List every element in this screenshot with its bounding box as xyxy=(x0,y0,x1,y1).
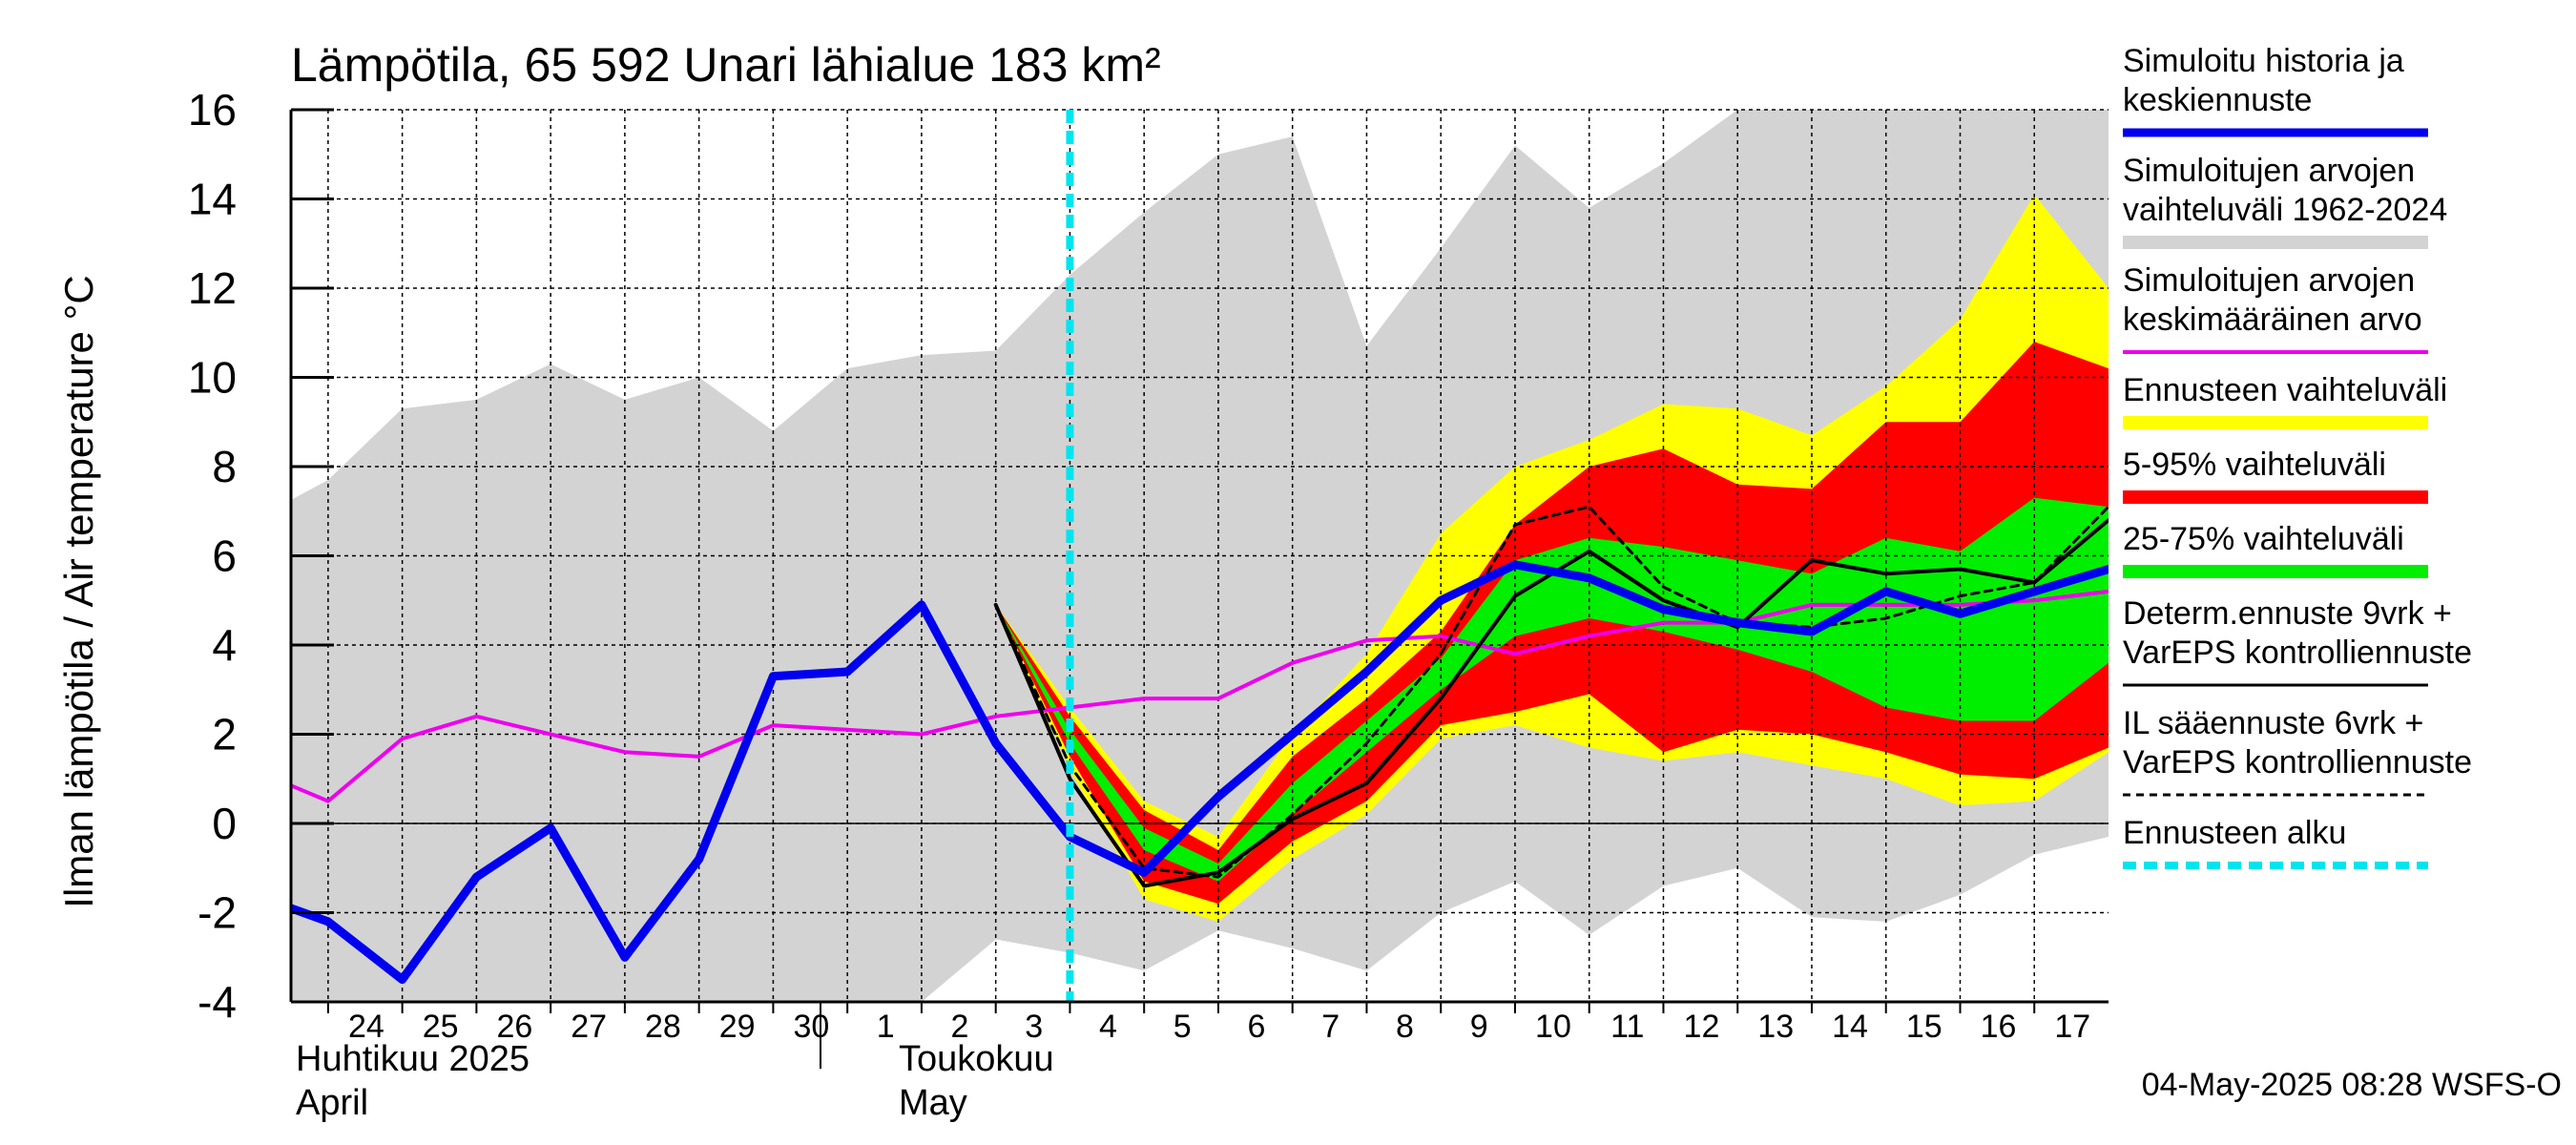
legend-item-6-label-0: Determ.ennuste 9vrk + xyxy=(2123,595,2452,632)
legend-item-1-label-0: Simuloitujen arvojen xyxy=(2123,153,2415,189)
month-label-may-fi: Toukokuu xyxy=(899,1039,1054,1079)
legend-item-7-label-0: IL sääennuste 6vrk + xyxy=(2123,705,2423,741)
x-tick-label-17: 17 xyxy=(2054,1009,2090,1045)
series-il-s-ennuste-6vrk-vareps-kontrolliennuste xyxy=(994,505,2109,879)
month-label-april-fi: Huhtikuu 2025 xyxy=(296,1039,530,1079)
month-label-april-en: April xyxy=(296,1083,368,1123)
x-tick-label-26: 26 xyxy=(496,1009,532,1045)
x-tick-label-10: 10 xyxy=(1535,1009,1571,1045)
x-tick-label-2: 2 xyxy=(950,1009,968,1045)
x-tick-label-27: 27 xyxy=(571,1009,607,1045)
x-axis-ticks: 24 25 26 27 28 29 30 1 2 3 4 5 6 7 8 9 10 11 12 13 14 15 16 17 xyxy=(326,1002,2090,1045)
x-tick-label-24: 24 xyxy=(348,1009,384,1045)
legend-item-1-label-1: vaihteluväli 1962-2024 xyxy=(2123,192,2447,228)
x-tick-label-11: 11 xyxy=(1610,1009,1644,1045)
y-tick-label-10: 10 xyxy=(188,353,237,403)
legend-item-7-label-1: VarEPS kontrolliennuste xyxy=(2123,744,2472,781)
series-simuloitujen-arvojen-keskim-r-inen-arvo xyxy=(291,589,2109,803)
legend-item-0-label-0: Simuloitu historia ja xyxy=(2123,43,2404,79)
y-tick-label--2: -2 xyxy=(197,888,237,938)
x-tick-label-29: 29 xyxy=(719,1009,756,1045)
x-tick-label-16: 16 xyxy=(1981,1009,2017,1045)
x-tick-label-13: 13 xyxy=(1757,1009,1794,1045)
y-tick-label-12: 12 xyxy=(188,263,237,313)
x-tick-label-14: 14 xyxy=(1832,1009,1868,1045)
bands-layer xyxy=(291,110,2109,1002)
x-tick-label-4: 4 xyxy=(1099,1009,1117,1045)
legend-item-6-label-1: VarEPS kontrolliennuste xyxy=(2123,635,2472,671)
y-tick-label-16: 16 xyxy=(188,85,237,135)
y-tick-label-4: 4 xyxy=(212,620,237,670)
legend-item-2-label-1: keskimääräinen arvo xyxy=(2123,302,2422,338)
x-tick-label-3: 3 xyxy=(1025,1009,1043,1045)
x-tick-label-1: 1 xyxy=(877,1009,895,1045)
chart-title: Lämpötila, 65 592 Unari lähialue 183 km² xyxy=(291,38,1161,92)
y-axis-label: Ilman lämpötila / Air temperature °C xyxy=(56,275,101,907)
y-tick-label--4: -4 xyxy=(197,977,237,1027)
x-tick-label-28: 28 xyxy=(645,1009,681,1045)
legend-item-5-label-0: 25-75% vaihteluväli xyxy=(2123,521,2404,557)
legend-item-8-label-0: Ennusteen alku xyxy=(2123,815,2346,851)
legend-item-3-label-0: Ennusteen vaihteluväli xyxy=(2123,372,2447,408)
y-tick-label-8: 8 xyxy=(212,442,237,491)
legend-item-0-label-1: keskiennuste xyxy=(2123,82,2312,118)
band-25-75-vaihteluv-li xyxy=(995,497,2109,882)
y-tick-label-2: 2 xyxy=(212,710,237,760)
y-axis-ticks: -4 -2 0 2 4 6 8 10 12 14 16 xyxy=(188,85,334,1027)
x-tick-label-25: 25 xyxy=(423,1009,459,1045)
x-tick-label-30: 30 xyxy=(793,1009,829,1045)
x-tick-label-6: 6 xyxy=(1247,1009,1265,1045)
y-tick-label-6: 6 xyxy=(212,531,237,581)
legend-item-2-label-0: Simuloitujen arvojen xyxy=(2123,262,2415,299)
x-tick-label-8: 8 xyxy=(1396,1009,1414,1045)
timestamp: 04-May-2025 08:28 WSFS-O xyxy=(2142,1067,2562,1103)
x-tick-label-5: 5 xyxy=(1174,1009,1192,1045)
y-tick-label-14: 14 xyxy=(188,175,237,224)
y-tick-label-0: 0 xyxy=(212,799,237,848)
x-tick-label-7: 7 xyxy=(1321,1009,1340,1045)
series-simuloitu-historia-ja-keskiennuste xyxy=(291,560,2109,985)
x-tick-label-12: 12 xyxy=(1684,1009,1720,1045)
month-label-may-en: May xyxy=(899,1083,967,1123)
legend-item-4-label-0: 5-95% vaihteluväli xyxy=(2123,447,2386,483)
plot-area xyxy=(289,109,2109,1004)
x-tick-label-9: 9 xyxy=(1470,1009,1488,1045)
x-tick-label-15: 15 xyxy=(1906,1009,1942,1045)
lines-layer xyxy=(291,110,2109,1002)
